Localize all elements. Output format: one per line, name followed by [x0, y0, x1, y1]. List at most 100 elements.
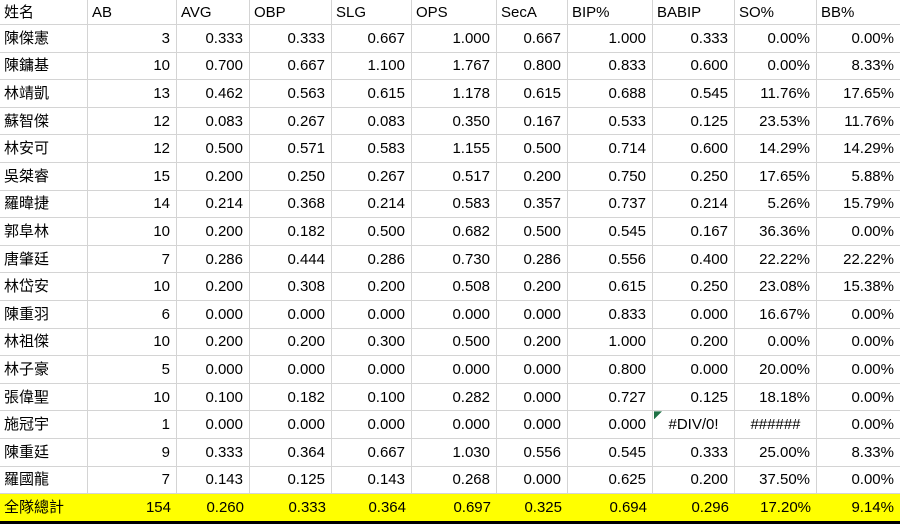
- data-cell[interactable]: 0.000: [497, 466, 568, 495]
- data-cell[interactable]: 0.000: [653, 356, 735, 384]
- data-cell[interactable]: 林靖凱: [0, 80, 88, 108]
- data-cell[interactable]: 0.00%: [735, 52, 817, 81]
- data-cell[interactable]: 3: [88, 25, 177, 53]
- data-cell[interactable]: 10: [88, 273, 177, 301]
- data-cell[interactable]: 0.214: [332, 190, 412, 219]
- data-cell[interactable]: 36.36%: [735, 218, 817, 246]
- data-cell[interactable]: 0.100: [177, 383, 250, 412]
- data-cell[interactable]: 0.00%: [735, 25, 817, 53]
- data-cell[interactable]: 0.400: [653, 245, 735, 274]
- data-cell[interactable]: 0.100: [332, 383, 412, 412]
- data-cell[interactable]: 0.200: [250, 328, 332, 357]
- data-cell[interactable]: 0.000: [332, 411, 412, 439]
- data-cell[interactable]: 0.000: [497, 356, 568, 384]
- data-cell[interactable]: 吳桀睿: [0, 162, 88, 191]
- column-header-cell[interactable]: SLG: [332, 0, 412, 25]
- data-cell[interactable]: 0.000: [177, 356, 250, 384]
- data-cell[interactable]: 6: [88, 300, 177, 329]
- total-row-cell[interactable]: 0.296: [653, 494, 735, 525]
- data-cell[interactable]: 0.00%: [817, 301, 900, 329]
- data-cell[interactable]: 0.286: [497, 245, 568, 274]
- data-cell[interactable]: 郭阜林: [0, 218, 88, 246]
- data-cell[interactable]: 16.67%: [735, 300, 817, 329]
- data-cell[interactable]: 0.563: [250, 80, 332, 108]
- data-cell[interactable]: 0.333: [177, 25, 250, 53]
- data-cell[interactable]: 0.000: [497, 411, 568, 439]
- data-cell[interactable]: 林岱安: [0, 273, 88, 301]
- data-cell[interactable]: 0.368: [250, 190, 332, 219]
- data-cell[interactable]: 陳鏞基: [0, 52, 88, 81]
- data-cell[interactable]: 8.33%: [817, 439, 900, 467]
- data-cell[interactable]: 11.76%: [817, 108, 900, 136]
- data-cell[interactable]: 0.688: [568, 80, 653, 108]
- data-cell[interactable]: 0.364: [250, 438, 332, 467]
- data-cell[interactable]: 0.600: [653, 52, 735, 81]
- data-cell[interactable]: 0.300: [332, 328, 412, 357]
- data-cell[interactable]: 0.200: [653, 328, 735, 357]
- data-cell[interactable]: 14.29%: [817, 135, 900, 163]
- data-cell[interactable]: 13: [88, 80, 177, 108]
- data-cell[interactable]: 0.727: [568, 383, 653, 412]
- data-cell[interactable]: 0.00%: [817, 25, 900, 53]
- data-cell[interactable]: 0.125: [250, 466, 332, 495]
- data-cell[interactable]: 0.545: [653, 80, 735, 108]
- data-cell[interactable]: 陳重羽: [0, 300, 88, 329]
- total-row-cell[interactable]: 0.333: [250, 494, 332, 525]
- data-cell[interactable]: 羅暐捷: [0, 190, 88, 219]
- data-cell[interactable]: 0.571: [250, 135, 332, 163]
- data-cell[interactable]: 22.22%: [817, 246, 900, 274]
- data-cell[interactable]: 0.508: [412, 273, 497, 301]
- data-cell[interactable]: 1.000: [568, 328, 653, 357]
- data-cell[interactable]: 25.00%: [735, 438, 817, 467]
- column-header-cell[interactable]: OPS: [412, 0, 497, 25]
- data-cell[interactable]: 0.000: [412, 411, 497, 439]
- data-cell[interactable]: 0.308: [250, 273, 332, 301]
- data-cell[interactable]: 1: [88, 411, 177, 439]
- data-cell[interactable]: 12: [88, 107, 177, 136]
- data-cell[interactable]: 17.65%: [817, 80, 900, 108]
- data-cell[interactable]: 0.200: [653, 466, 735, 495]
- data-cell[interactable]: 0.200: [177, 162, 250, 191]
- data-cell[interactable]: 0.200: [177, 328, 250, 357]
- data-cell[interactable]: 林祖傑: [0, 328, 88, 357]
- data-cell[interactable]: 1.000: [568, 25, 653, 53]
- data-cell[interactable]: 0.250: [653, 162, 735, 191]
- data-cell[interactable]: 1.100: [332, 52, 412, 81]
- data-cell[interactable]: 0.000: [653, 300, 735, 329]
- data-cell[interactable]: 0.333: [177, 438, 250, 467]
- data-cell[interactable]: 0.667: [497, 25, 568, 53]
- data-cell[interactable]: 0.545: [568, 218, 653, 246]
- data-cell[interactable]: 0.533: [568, 107, 653, 136]
- data-cell[interactable]: 0.750: [568, 162, 653, 191]
- data-cell[interactable]: 0.700: [177, 52, 250, 81]
- data-cell[interactable]: 0.267: [250, 107, 332, 136]
- data-cell[interactable]: 0.200: [497, 328, 568, 357]
- data-cell[interactable]: 5.88%: [817, 163, 900, 191]
- data-cell[interactable]: 15.38%: [817, 273, 900, 301]
- data-cell[interactable]: 0.282: [412, 383, 497, 412]
- data-cell[interactable]: 0.583: [412, 190, 497, 219]
- data-cell[interactable]: 0.000: [568, 411, 653, 439]
- data-cell[interactable]: 羅國龍: [0, 466, 88, 495]
- data-cell[interactable]: 0.800: [497, 52, 568, 81]
- data-cell[interactable]: 9: [88, 438, 177, 467]
- data-cell[interactable]: 蘇智傑: [0, 107, 88, 136]
- data-cell[interactable]: 23.08%: [735, 273, 817, 301]
- data-cell[interactable]: 林安可: [0, 135, 88, 163]
- data-cell[interactable]: 0.00%: [817, 329, 900, 357]
- data-cell[interactable]: 0.000: [332, 300, 412, 329]
- data-cell[interactable]: 0.00%: [735, 328, 817, 357]
- data-cell[interactable]: 0.500: [177, 135, 250, 163]
- total-row-cell[interactable]: 0.260: [177, 494, 250, 525]
- data-cell[interactable]: 0.143: [177, 466, 250, 495]
- data-cell[interactable]: 14: [88, 190, 177, 219]
- data-cell[interactable]: 0.00%: [817, 467, 900, 495]
- data-cell[interactable]: 1.000: [412, 25, 497, 53]
- data-cell[interactable]: 0.000: [177, 411, 250, 439]
- column-header-cell[interactable]: AB: [88, 0, 177, 25]
- data-cell[interactable]: 0.615: [497, 80, 568, 108]
- data-cell[interactable]: 14.29%: [735, 135, 817, 163]
- total-row-cell[interactable]: 9.14%: [817, 494, 900, 525]
- data-cell[interactable]: 37.50%: [735, 466, 817, 495]
- data-cell[interactable]: 0.500: [497, 135, 568, 163]
